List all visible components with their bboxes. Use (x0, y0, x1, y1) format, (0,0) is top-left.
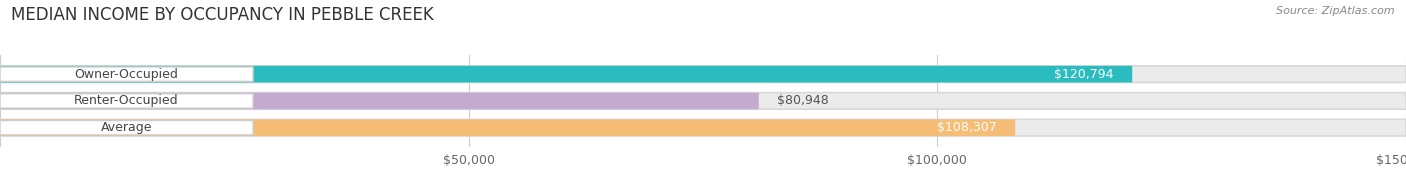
Text: $80,948: $80,948 (778, 94, 830, 107)
FancyBboxPatch shape (0, 66, 1132, 83)
Text: Average: Average (101, 121, 152, 134)
Text: Owner-Occupied: Owner-Occupied (75, 68, 179, 81)
Text: $108,307: $108,307 (936, 121, 997, 134)
FancyBboxPatch shape (0, 67, 253, 81)
Text: MEDIAN INCOME BY OCCUPANCY IN PEBBLE CREEK: MEDIAN INCOME BY OCCUPANCY IN PEBBLE CRE… (11, 6, 434, 24)
FancyBboxPatch shape (0, 121, 253, 135)
FancyBboxPatch shape (0, 93, 759, 109)
Text: Renter-Occupied: Renter-Occupied (75, 94, 179, 107)
FancyBboxPatch shape (0, 93, 1406, 109)
Text: Source: ZipAtlas.com: Source: ZipAtlas.com (1277, 6, 1395, 16)
FancyBboxPatch shape (0, 119, 1015, 136)
Text: $120,794: $120,794 (1054, 68, 1114, 81)
FancyBboxPatch shape (0, 66, 1406, 83)
FancyBboxPatch shape (0, 94, 253, 108)
FancyBboxPatch shape (0, 119, 1406, 136)
